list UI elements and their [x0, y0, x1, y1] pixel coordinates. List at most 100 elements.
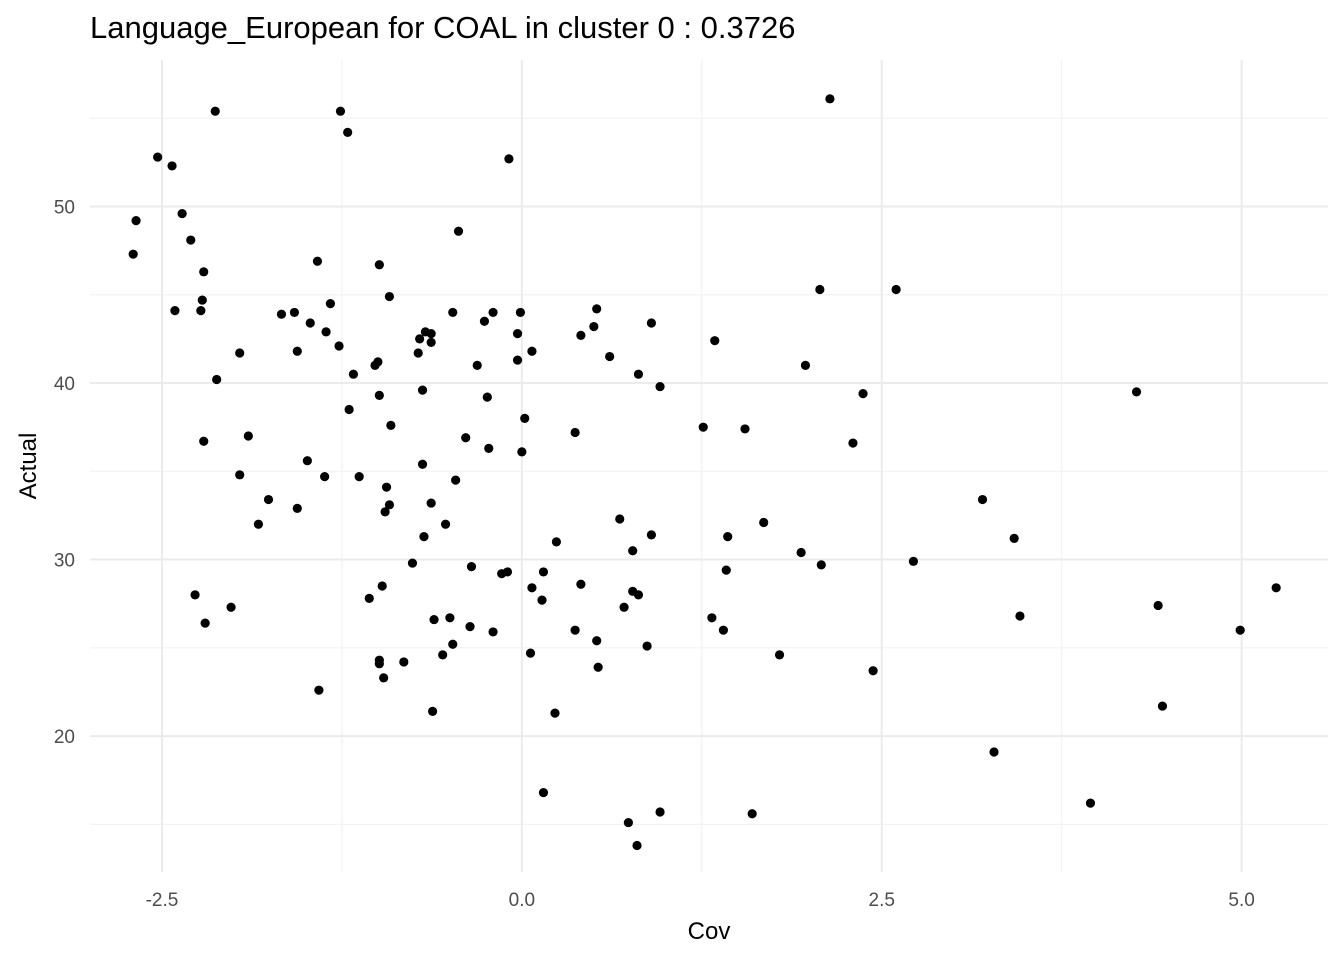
data-point [655, 807, 665, 817]
data-point [619, 602, 629, 612]
data-point [517, 447, 527, 457]
data-point [868, 666, 878, 676]
data-point [343, 127, 353, 137]
data-point [335, 106, 346, 116]
data-point [646, 318, 657, 328]
data-point [199, 267, 209, 277]
data-point [502, 567, 513, 577]
data-point [740, 424, 750, 434]
data-point [461, 433, 471, 443]
data-point [200, 618, 210, 628]
data-point [891, 284, 901, 295]
data-point [527, 583, 537, 593]
data-point [292, 503, 302, 513]
data-point [407, 558, 418, 568]
data-point [479, 316, 490, 326]
data-point [292, 346, 302, 356]
data-point [453, 226, 464, 236]
data-point [759, 517, 769, 528]
x-tick-label: 2.5 [869, 890, 895, 911]
data-point [417, 385, 428, 395]
data-point [908, 556, 919, 566]
data-point [796, 547, 806, 558]
data-point [1153, 600, 1163, 611]
data-point [623, 817, 633, 828]
y-tick-label: 30 [54, 551, 75, 572]
data-point [465, 622, 475, 632]
data-point [226, 602, 236, 612]
data-point [710, 336, 720, 346]
data-point [417, 459, 428, 469]
x-tick-label: 5.0 [1228, 890, 1254, 911]
data-point [484, 443, 494, 453]
data-point [488, 627, 498, 637]
y-axis-ticks: 20 30 40 50 [54, 198, 75, 749]
data-point [128, 249, 138, 259]
data-point [380, 507, 390, 517]
data-point [1131, 387, 1142, 397]
minor-gridlines [90, 60, 1328, 872]
data-point [190, 590, 200, 600]
data-point [428, 706, 438, 716]
data-point [589, 321, 599, 332]
data-point [642, 641, 652, 651]
data-point [800, 360, 811, 370]
data-point [848, 438, 858, 448]
data-point [466, 562, 477, 572]
data-point [448, 639, 458, 649]
y-tick-label: 40 [54, 374, 75, 395]
data-point [426, 498, 436, 508]
data-point [472, 360, 482, 370]
data-point [633, 590, 644, 600]
data-point [186, 235, 196, 245]
data-point [527, 346, 537, 356]
data-point [605, 351, 615, 362]
data-point [384, 500, 395, 510]
data-point [197, 295, 207, 305]
data-point [167, 161, 177, 171]
data-point [1235, 625, 1245, 635]
data-point [374, 390, 384, 400]
data-point [707, 613, 717, 623]
data-point [774, 650, 785, 660]
data-point [348, 369, 359, 379]
data-point [276, 309, 287, 319]
data-point [177, 208, 187, 219]
data-point [419, 532, 429, 542]
data-point [344, 404, 354, 415]
data-point [718, 625, 728, 635]
x-tick-label: -2.5 [146, 890, 179, 911]
x-axis-title: Cov [688, 918, 731, 945]
data-point [263, 494, 274, 505]
data-point [593, 662, 603, 672]
data-point [212, 374, 222, 385]
data-point [448, 307, 458, 318]
data-point [1085, 798, 1096, 808]
data-point [858, 389, 868, 399]
data-point [320, 471, 330, 482]
data-point [570, 427, 580, 438]
data-point [570, 625, 580, 635]
data-point [374, 260, 384, 270]
data-point [504, 154, 514, 164]
data-point [354, 471, 364, 482]
data-point [253, 519, 264, 529]
data-point [815, 284, 825, 295]
data-point [488, 307, 498, 318]
x-axis-ticks: -2.5 0.0 2.5 5.0 [146, 890, 1255, 911]
data-point [632, 840, 642, 851]
data-point [289, 307, 300, 318]
data-point [429, 614, 439, 625]
major-gridlines [90, 60, 1328, 872]
data-point [721, 565, 731, 575]
data-point [445, 613, 455, 623]
data-point [525, 648, 536, 658]
chart-title: Language_European for COAL in cluster 0 … [90, 10, 796, 45]
data-point [515, 307, 526, 318]
data-point [816, 560, 826, 570]
data-point [399, 657, 409, 667]
data-point [512, 355, 523, 365]
data-point [325, 299, 336, 309]
data-point [576, 579, 586, 589]
